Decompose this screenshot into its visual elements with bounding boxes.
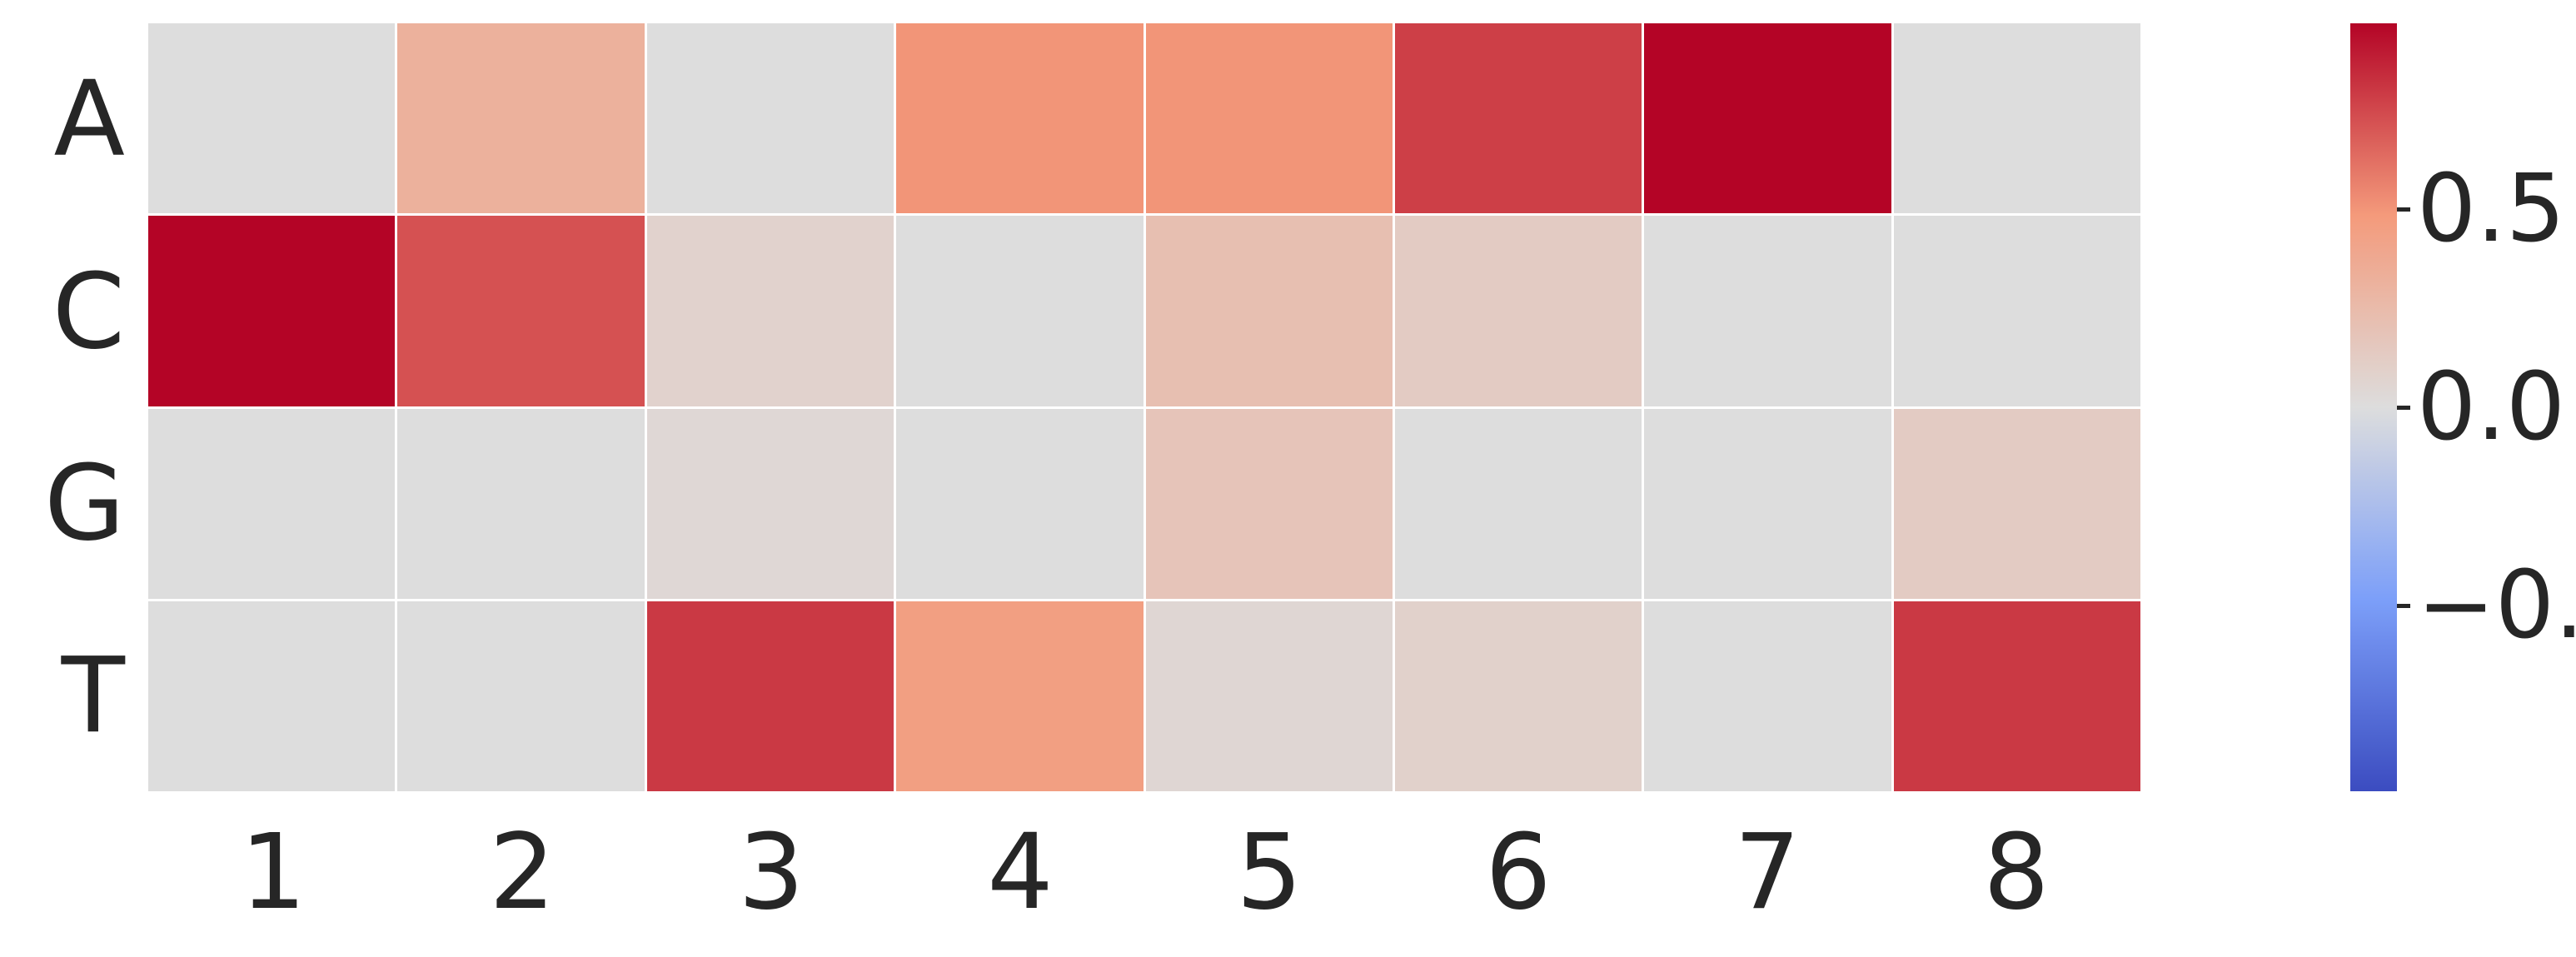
y-tick-label: T	[61, 636, 125, 756]
colorbar-tick-label: 0.0	[2417, 353, 2566, 461]
heatmap-grid	[148, 23, 2140, 791]
heatmap-cell-T8	[1893, 601, 2140, 791]
colorbar-tick-label: −0.5	[2417, 551, 2576, 660]
colorbar	[2350, 23, 2397, 791]
heatmap-cell-C1	[148, 216, 396, 406]
heatmap-cell-T1	[148, 601, 396, 791]
heatmap-cell-T5	[1145, 601, 1393, 791]
x-tick-label: 4	[987, 812, 1054, 933]
y-tick-label: G	[44, 443, 125, 564]
heatmap-cell-G2	[397, 408, 645, 599]
heatmap-cell-T7	[1644, 601, 1891, 791]
heatmap-cell-C5	[1145, 216, 1393, 406]
heatmap-cell-G6	[1394, 408, 1642, 599]
heatmap-cell-T4	[896, 601, 1144, 791]
y-tick-label: C	[52, 252, 125, 372]
colorbar-tick-mark	[2397, 604, 2410, 608]
heatmap-cell-G3	[646, 408, 894, 599]
x-tick-label: 1	[240, 812, 306, 933]
heatmap-cell-T2	[397, 601, 645, 791]
x-tick-label: 3	[738, 812, 805, 933]
heatmap-cell-G7	[1644, 408, 1891, 599]
heatmap-cell-A7	[1644, 23, 1891, 214]
heatmap-cell-A2	[397, 23, 645, 214]
heatmap-cell-T6	[1394, 601, 1642, 791]
heatmap-cell-C6	[1394, 216, 1642, 406]
heatmap-cell-C2	[397, 216, 645, 406]
x-tick-label: 2	[489, 812, 556, 933]
x-tick-label: 6	[1485, 812, 1552, 933]
y-tick-label: A	[53, 59, 125, 180]
heatmap-cell-C4	[896, 216, 1144, 406]
heatmap-cell-A6	[1394, 23, 1642, 214]
heatmap-cell-G5	[1145, 408, 1393, 599]
colorbar-tick-mark	[2397, 406, 2410, 410]
heatmap-cell-A8	[1893, 23, 2140, 214]
heatmap-cell-G4	[896, 408, 1144, 599]
heatmap-cell-G8	[1893, 408, 2140, 599]
x-tick-label: 5	[1236, 812, 1303, 933]
heatmap-cell-A1	[148, 23, 396, 214]
heatmap-cell-A3	[646, 23, 894, 214]
heatmap-cell-C8	[1893, 216, 2140, 406]
colorbar-tick-label: 0.5	[2417, 155, 2566, 263]
x-tick-label: 7	[1734, 812, 1801, 933]
heatmap-cell-C3	[646, 216, 894, 406]
heatmap-cell-A4	[896, 23, 1144, 214]
colorbar-tick-mark	[2397, 207, 2410, 212]
heatmap-cell-T3	[646, 601, 894, 791]
heatmap-cell-C7	[1644, 216, 1891, 406]
heatmap-cell-G1	[148, 408, 396, 599]
x-tick-label: 8	[1983, 812, 2050, 933]
heatmap-cell-A5	[1145, 23, 1393, 214]
